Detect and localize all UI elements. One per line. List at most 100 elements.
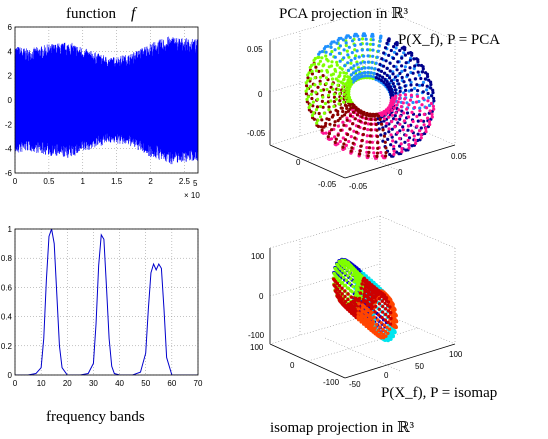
pca-point <box>408 66 412 70</box>
isomap-point <box>375 322 379 327</box>
pca-point <box>387 115 391 119</box>
pca-point <box>353 75 357 79</box>
isomap-point <box>343 289 347 293</box>
pca-point <box>384 59 388 63</box>
pca-point <box>354 54 358 58</box>
pca-point <box>412 134 416 138</box>
pca-point <box>369 122 373 126</box>
isomap-scatter-points <box>331 257 399 343</box>
pca-point <box>345 118 349 122</box>
isomap-point <box>382 332 386 337</box>
pca-point <box>374 122 378 127</box>
function-y-tick-label: 4 <box>8 47 13 56</box>
pca-point <box>318 79 322 83</box>
pca-point <box>326 100 330 104</box>
isomap-point <box>380 310 385 314</box>
frequency-x-tick-label: 50 <box>141 379 150 388</box>
pca-point <box>310 69 314 73</box>
pca-point <box>345 90 349 94</box>
pca-point <box>346 61 350 65</box>
pca-point <box>351 105 355 110</box>
pca-point <box>320 69 324 73</box>
pca-point <box>400 146 404 151</box>
pca-point <box>333 55 337 59</box>
pca-point <box>368 48 372 52</box>
pca-point <box>389 133 393 137</box>
pca-point <box>392 149 396 153</box>
pca-point <box>344 41 348 45</box>
pca-point <box>315 121 319 125</box>
pca-point <box>365 113 369 117</box>
isomap-point <box>361 279 365 283</box>
pca-point <box>310 89 314 93</box>
pca-point <box>410 110 414 114</box>
pca-point <box>338 92 342 96</box>
pca-point <box>371 48 375 52</box>
pca-point <box>391 139 395 143</box>
pca-point <box>366 128 370 132</box>
pca-point <box>308 84 313 89</box>
pca-point <box>393 125 397 129</box>
isomap-point <box>353 298 357 303</box>
pca-point <box>402 119 407 123</box>
pca-point <box>348 107 352 111</box>
frequency-x-tick-label: 10 <box>37 379 46 388</box>
isomap-point <box>379 294 384 299</box>
isomap-y-tick-1: 0 <box>290 361 295 370</box>
isomap-point <box>338 266 343 271</box>
pca-point <box>333 120 337 124</box>
pca-point <box>360 138 364 143</box>
pca-point <box>419 133 423 137</box>
isomap-point <box>346 292 350 296</box>
frequency-x-tick-label: 40 <box>115 379 124 388</box>
function-x-tick-label: 2.5 <box>179 177 191 186</box>
pca-point <box>413 64 417 68</box>
pca-point <box>382 134 386 138</box>
pca-point <box>324 131 328 135</box>
pca-point <box>337 46 341 50</box>
pca-point <box>319 88 323 93</box>
isomap-point <box>353 312 357 316</box>
pca-point <box>417 63 421 67</box>
pca-point <box>432 107 436 111</box>
pca-point <box>320 99 324 103</box>
pca-point <box>360 74 364 79</box>
isomap-point <box>352 280 356 284</box>
pca-point <box>415 83 419 87</box>
pca-point <box>366 48 370 52</box>
pca-point <box>391 82 395 86</box>
isomap-point <box>378 325 382 329</box>
pca-point <box>347 45 351 49</box>
pca-point <box>339 96 343 100</box>
pca-point <box>426 91 430 96</box>
frequency-y-tick-label: 0.8 <box>1 254 13 263</box>
pca-point <box>419 126 423 130</box>
pca-point <box>336 109 340 114</box>
pca-point <box>418 106 422 110</box>
pca-point <box>430 94 434 98</box>
pca-point <box>424 126 428 131</box>
pca-point <box>320 128 324 132</box>
pca-point <box>323 101 327 106</box>
pca-point <box>309 77 313 81</box>
function-signal-line <box>15 36 198 165</box>
pca-point <box>333 67 337 72</box>
pca-point <box>321 105 325 109</box>
isomap-point <box>346 302 351 306</box>
pca-point <box>407 103 411 107</box>
frequency-y-tick-label: 1 <box>8 225 13 234</box>
pca-point <box>429 101 433 106</box>
isomap-point <box>370 323 374 327</box>
isomap-point <box>379 321 383 325</box>
frequency-x-tick-label: 20 <box>63 379 72 388</box>
pca-point <box>369 117 373 121</box>
pca-point <box>400 75 404 80</box>
function-panel: function f 0 0.5 1 1.5 2 2.5 -6 -4 -2 0 2 4 6 × 10 5 <box>5 5 200 200</box>
pca-point <box>398 89 402 93</box>
pca-point <box>373 67 377 71</box>
isomap-point <box>342 265 347 270</box>
isomap-point <box>362 294 366 299</box>
pca-panel: PCA projection in ℝ³ P(X_f), P = PCA 0.0… <box>247 6 500 191</box>
pca-point <box>324 121 328 126</box>
